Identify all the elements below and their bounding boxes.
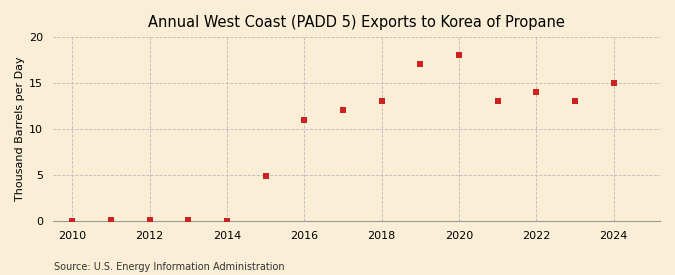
Point [105,218,116,222]
Point [183,218,194,222]
Point [608,81,619,85]
Point [299,117,310,122]
Point [570,99,580,103]
Point [415,62,426,67]
Point [531,90,541,94]
Point [492,99,503,103]
Point [261,174,271,178]
Point [221,218,232,223]
Text: Source: U.S. Energy Information Administration: Source: U.S. Energy Information Administ… [54,262,285,272]
Point [454,53,464,57]
Point [376,99,387,103]
Point [144,218,155,222]
Y-axis label: Thousand Barrels per Day: Thousand Barrels per Day [15,57,25,201]
Point [338,108,348,113]
Title: Annual West Coast (PADD 5) Exports to Korea of Propane: Annual West Coast (PADD 5) Exports to Ko… [148,15,565,30]
Point [67,218,78,223]
